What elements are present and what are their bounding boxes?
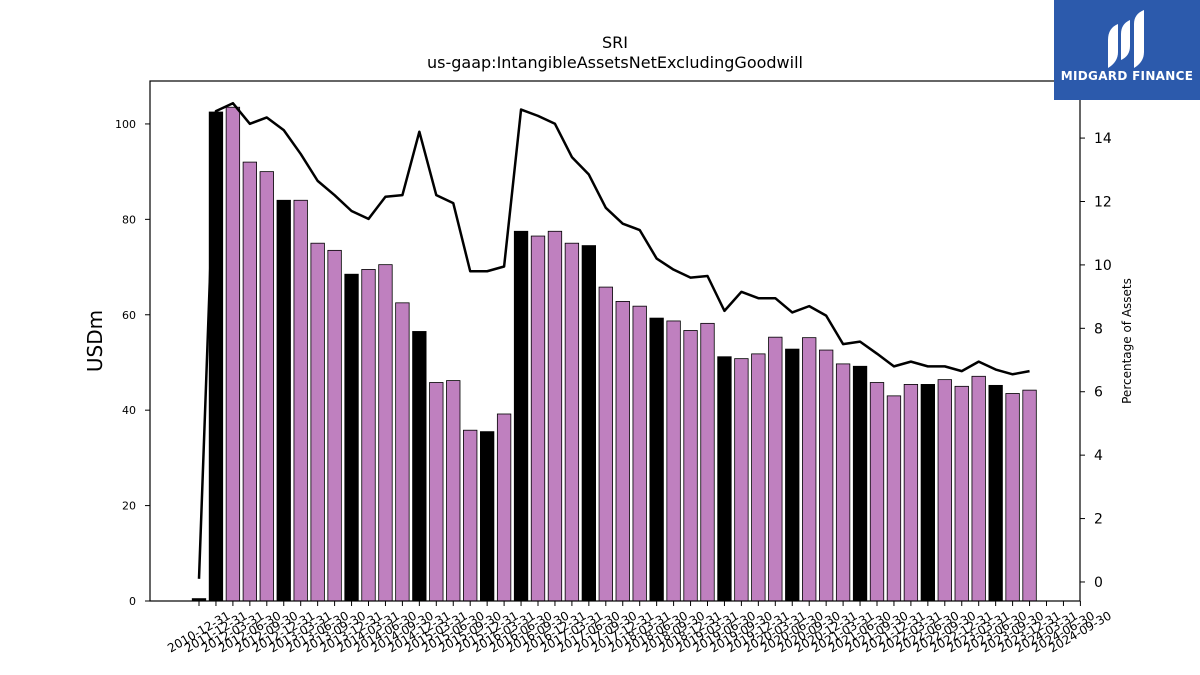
brand-logo: MIDGARD FINANCE: [1054, 0, 1200, 100]
bar-2015-03-31: [479, 431, 495, 602]
bar-2020-06-30: [835, 363, 851, 602]
bar-2020-03-31: [819, 349, 834, 602]
y-right-tick-label: 2: [1094, 512, 1103, 528]
bar-2013-06-30: [361, 269, 376, 602]
bar-2014-03-31: [412, 331, 427, 602]
bar-2013-09-30: [378, 264, 393, 602]
y-right-tick-label: 8: [1094, 321, 1103, 337]
bar-2019-06-30: [768, 336, 783, 602]
bar-2019-12-31: [802, 337, 817, 602]
y-right-tick-label: 4: [1094, 448, 1103, 464]
bar-2023-03-31: [1022, 389, 1037, 602]
y-right-tick-label: 0: [1094, 575, 1103, 591]
bar-2011-12-31: [259, 171, 274, 602]
y-right-tick-label: 12: [1094, 194, 1112, 210]
bar-2017-03-31: [615, 300, 630, 602]
bar-2013-03-31: [344, 273, 359, 602]
y-right-tick-label: 6: [1094, 385, 1103, 401]
bar-2015-09-30: [513, 230, 529, 602]
bar-2012-06-30: [293, 199, 308, 602]
y-right-tick-label: 14: [1094, 131, 1112, 147]
y-tick-label: 40: [122, 404, 136, 417]
line-series: [197, 101, 1030, 579]
bar-2012-03-31: [276, 199, 291, 602]
percentage-line: [197, 101, 1030, 579]
bar-2022-03-31: [954, 385, 969, 602]
bar-2015-06-30: [496, 413, 512, 602]
bar-2018-09-30: [717, 356, 732, 602]
plot-frame: [149, 80, 1081, 602]
bar-2020-09-30: [852, 365, 868, 602]
bar-2016-03-31: [547, 230, 563, 602]
y-axis-label-right: Percentage of Assets: [1120, 278, 1134, 404]
bar-2018-03-31: [683, 330, 698, 602]
y-axis-label: USDm: [83, 310, 107, 372]
logo-mark-icon: [1108, 10, 1144, 68]
bar-2014-12-31: [463, 429, 478, 602]
y-tick-label: 0: [129, 595, 136, 608]
bar-2013-12-31: [395, 302, 410, 602]
bar-2021-03-31: [886, 395, 902, 602]
bar-2011-06-30: [225, 106, 241, 602]
brand-name: MIDGARD FINANCE: [1060, 69, 1194, 83]
bar-2016-06-30: [564, 242, 580, 602]
bar-2018-06-30: [700, 322, 715, 602]
y-tick-label: 60: [122, 309, 136, 322]
y-tick-label: 80: [122, 213, 136, 226]
bar-2017-06-30: [632, 305, 647, 602]
bar-2016-12-31: [598, 286, 613, 602]
bar-2017-12-31: [666, 320, 681, 602]
bar-2018-12-31: [734, 358, 749, 602]
bar-2016-09-30: [581, 245, 596, 602]
chart-title: SRI: [602, 33, 628, 52]
bar-2022-06-30: [971, 375, 986, 602]
y-tick-label: 100: [115, 118, 136, 131]
bar-2011-09-30: [242, 161, 258, 602]
bar-2019-03-31: [751, 353, 766, 602]
bar-2022-09-30: [988, 384, 1003, 602]
bar-2017-09-30: [649, 317, 664, 602]
bar-2021-06-30: [903, 384, 919, 602]
bar-2014-09-30: [446, 380, 461, 602]
chart-subtitle: us-gaap:IntangibleAssetsNetExcludingGood…: [427, 53, 803, 72]
bar-2020-12-31: [869, 382, 885, 602]
bar-2012-12-31: [327, 249, 342, 602]
bar-2012-09-30: [310, 242, 325, 602]
y-tick-label: 20: [122, 500, 136, 513]
y-right-tick-label: 10: [1094, 258, 1112, 274]
bar-series: [191, 106, 1037, 602]
bar-2014-06-30: [429, 382, 444, 602]
bar-2021-12-31: [937, 379, 952, 602]
bar-2022-12-31: [1005, 393, 1020, 602]
bar-2021-09-30: [920, 384, 935, 602]
bar-2019-09-30: [785, 348, 800, 602]
axes: 020406080100024681012142010-12-312011-12…: [115, 80, 1114, 655]
bar-2011-03-31: [208, 111, 224, 602]
bar-2015-12-31: [530, 235, 546, 602]
